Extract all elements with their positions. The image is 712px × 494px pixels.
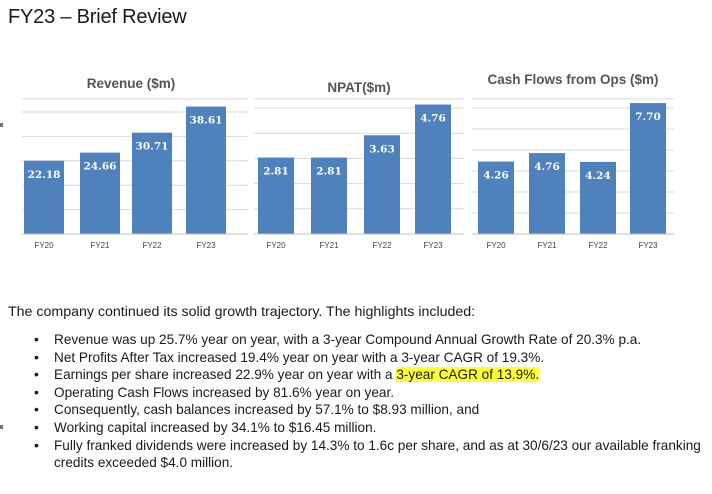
bar-fy20 <box>478 161 514 234</box>
tick-label: FY23 <box>196 241 216 250</box>
tick-label: FY22 <box>588 241 608 250</box>
data-label: 4.26 <box>483 170 509 182</box>
data-label: 2.81 <box>316 166 342 178</box>
bar-fy23 <box>415 104 451 234</box>
highlights-intro: The company continued its solid growth t… <box>8 304 476 320</box>
tick-label: FY23 <box>423 241 443 250</box>
page-title: FY23 – Brief Review <box>8 6 187 28</box>
data-label: 30.71 <box>136 141 169 153</box>
bar-fy21 <box>80 152 120 234</box>
cash-flows-chart: Cash Flows from Ops ($m) 4.26 FY20 4.76 FY2… <box>472 62 674 262</box>
bar-fy22 <box>580 161 616 234</box>
slide-edge-mark <box>0 425 3 429</box>
highlight-item: Consequently, cash balances increased by… <box>34 401 708 419</box>
highlight-item: Revenue was up 25.7% year on year, with … <box>34 331 708 349</box>
tick-label: FY21 <box>319 241 339 250</box>
highlight-text: Operating Cash Flows increased by 81.6% … <box>54 384 395 400</box>
highlight-text: Revenue was up 25.7% year on year, with … <box>54 332 642 347</box>
highlight-text: Consequently, cash balances increased by… <box>54 402 480 418</box>
revenue-chart-plot: 22.18 FY20 24.66 FY21 30.71 FY22 38.61 FY23 <box>22 98 248 250</box>
highlight-text: Working capital increased by 34.1% to $1… <box>54 419 377 435</box>
data-label: 4.76 <box>534 161 560 173</box>
bar-fy22 <box>132 132 172 234</box>
tick-label: FY21 <box>537 241 557 250</box>
bar-fy21 <box>529 153 565 234</box>
cash-flows-chart-plot: 4.26 FY20 4.76 FY21 4.24 FY22 7.70 FY23 <box>472 98 674 250</box>
npat-chart: NPAT($m) 2.81 FY20 2.81 FY21 3.63 FY22 4.76 FY2… <box>254 62 464 262</box>
tick-label: FY23 <box>638 241 658 250</box>
data-label: 7.70 <box>635 111 661 123</box>
bar-fy23 <box>186 106 226 234</box>
highlight-item: Working capital increased by 34.1% to $1… <box>34 419 708 437</box>
chart-title: Cash Flows from Ops ($m) <box>487 72 659 87</box>
bar-fy21 <box>311 157 347 234</box>
highlight-text: Net Profits After Tax increased 19.4% ye… <box>54 349 545 365</box>
tick-label: FY22 <box>372 241 392 250</box>
data-label: 24.66 <box>84 161 117 173</box>
bar-fy23 <box>630 103 666 234</box>
highlighted-text: 3-year CAGR of 13.9%. <box>396 367 540 383</box>
tick-label: FY21 <box>90 241 110 250</box>
highlight-item: Net Profits After Tax increased 19.4% ye… <box>34 349 708 367</box>
highlight-item: Operating Cash Flows increased by 81.6% … <box>34 384 708 402</box>
revenue-chart: Revenue ($m) 22.18 FY20 24.66 FY21 30.71 FY22… <box>14 62 248 262</box>
highlight-text: Fully franked dividends were increased b… <box>54 437 701 471</box>
highlight-item: Earnings per share increased 22.9% year … <box>34 366 708 384</box>
data-label: 4.24 <box>585 170 611 182</box>
tick-label: FY22 <box>142 241 162 250</box>
tick-label: FY20 <box>266 241 286 250</box>
chart-title: NPAT($m) <box>327 80 391 95</box>
chart-title: Revenue ($m) <box>86 76 176 91</box>
bar-fy20 <box>258 157 294 234</box>
highlight-item: Fully franked dividends were increased b… <box>34 437 708 472</box>
bar-fy20 <box>24 160 64 234</box>
tick-label: FY20 <box>34 241 54 250</box>
data-label: 2.81 <box>263 166 289 178</box>
bar-fy22 <box>364 135 400 234</box>
npat-chart-plot: 2.81 FY20 2.81 FY21 3.63 FY22 4.76 FY23 <box>254 98 464 250</box>
data-label: 3.63 <box>369 143 395 155</box>
data-label: 22.18 <box>28 169 61 181</box>
data-label: 4.76 <box>420 113 446 125</box>
tick-label: FY20 <box>486 241 506 250</box>
highlight-text: Earnings per share increased 22.9% year … <box>54 367 397 383</box>
slide-edge-mark <box>0 123 3 127</box>
highlights-list: Revenue was up 25.7% year on year, with … <box>34 331 708 472</box>
data-label: 38.61 <box>190 115 223 127</box>
